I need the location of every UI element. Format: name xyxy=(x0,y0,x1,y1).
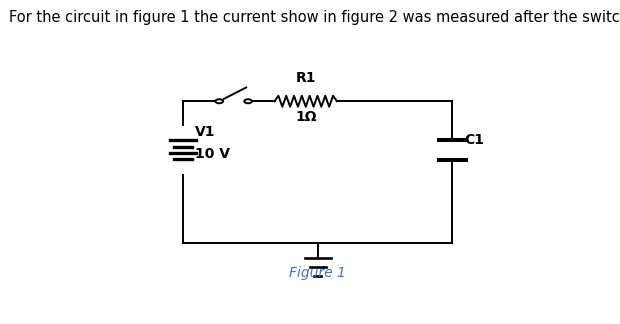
Text: Figure 1: Figure 1 xyxy=(290,266,346,280)
Text: For the circuit in figure 1 the current show in figure 2 was measured after the : For the circuit in figure 1 the current … xyxy=(9,10,620,25)
Text: 10 V: 10 V xyxy=(195,147,230,161)
Text: R1: R1 xyxy=(296,71,316,85)
Text: 1Ω: 1Ω xyxy=(295,110,316,124)
Text: C1: C1 xyxy=(464,133,484,147)
Text: V1: V1 xyxy=(195,125,216,139)
